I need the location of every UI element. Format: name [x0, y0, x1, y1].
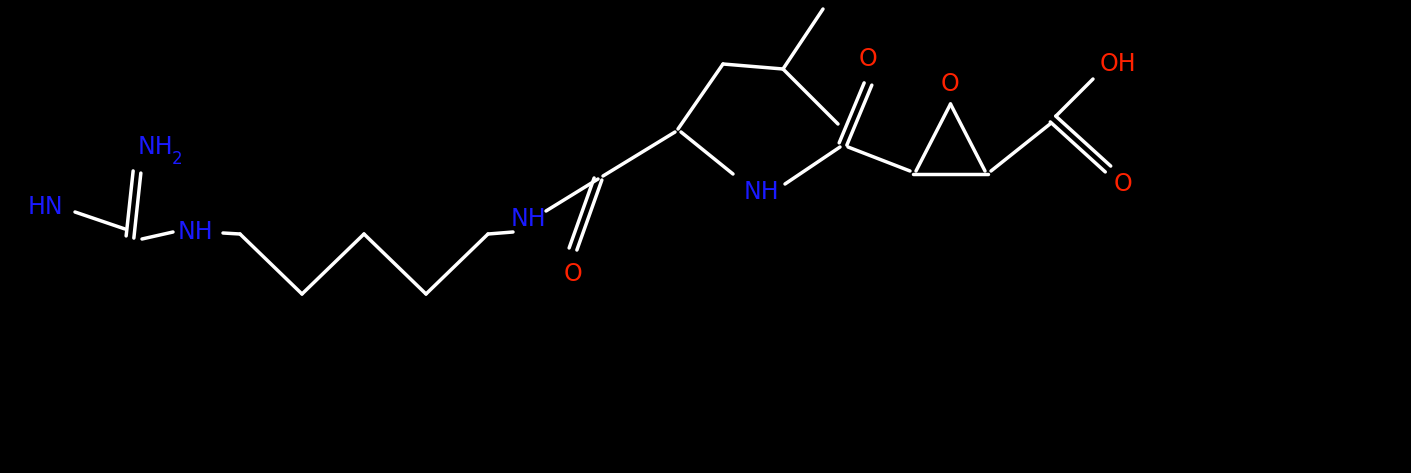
Text: HN: HN [27, 195, 63, 219]
Text: O: O [1113, 172, 1133, 196]
Text: OH: OH [1099, 52, 1136, 76]
Text: O: O [859, 47, 878, 71]
Text: O: O [941, 72, 959, 96]
Text: NH: NH [744, 180, 779, 204]
Text: O: O [563, 262, 583, 286]
Text: NH: NH [178, 220, 213, 244]
Text: NH: NH [137, 135, 172, 159]
Text: 2: 2 [172, 150, 182, 168]
Text: NH: NH [511, 207, 546, 231]
